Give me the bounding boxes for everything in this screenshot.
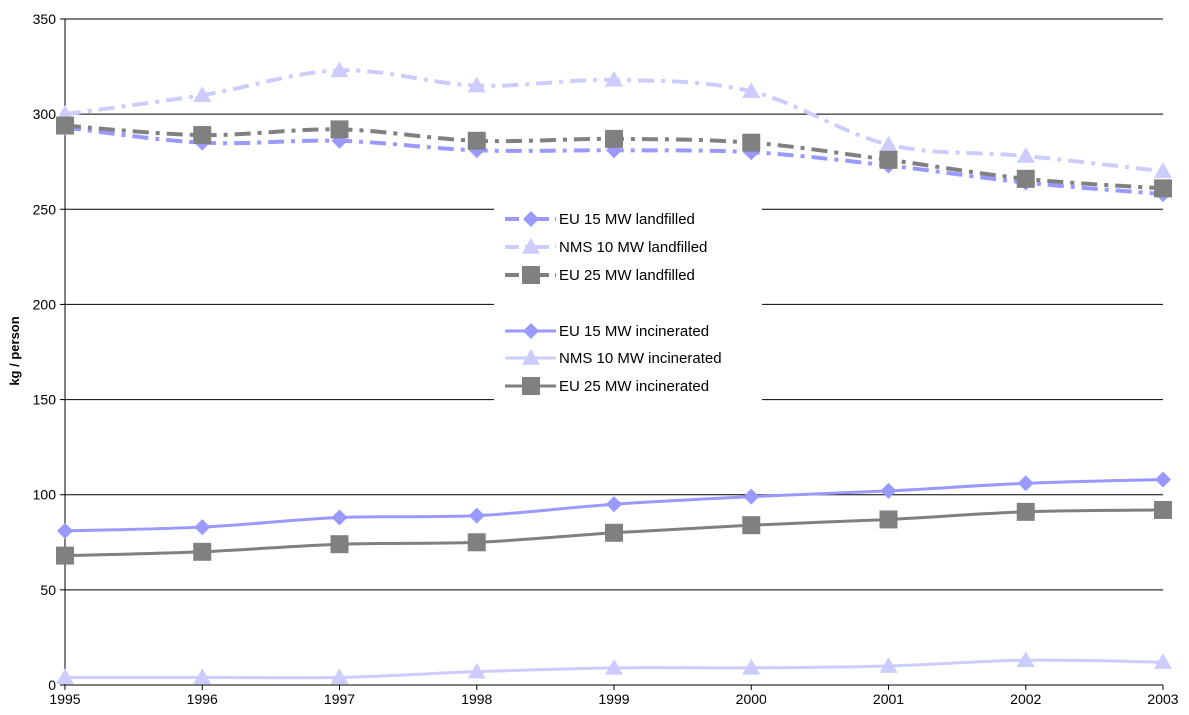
x-tick-label: 1997 — [324, 691, 355, 707]
y-tick-label: 250 — [33, 201, 57, 217]
data-point-eu-25-mw-incinerated — [193, 542, 212, 561]
legend-label: EU 25 MW landfilled — [559, 267, 695, 284]
x-tick-label: 1996 — [187, 691, 218, 707]
legend-item: EU 15 MW landfilled — [505, 211, 695, 228]
data-point-eu-25-mw-landfilled — [56, 116, 74, 135]
data-point-eu-15-mw-incinerated — [57, 522, 73, 539]
data-point-eu-25-mw-incinerated — [56, 546, 74, 565]
data-point-nms-10-mw-incinerated — [605, 658, 623, 675]
data-point-nms-10-mw-incinerated — [879, 656, 898, 673]
data-point-nms-10-mw-incinerated — [330, 668, 349, 685]
data-point-nms-10-mw-landfilled — [330, 61, 349, 78]
data-point-nms-10-mw-landfilled — [879, 135, 898, 152]
data-point-nms-10-mw-incinerated — [742, 658, 761, 675]
x-tick-label: 2002 — [1010, 691, 1041, 707]
legend-label: EU 15 MW incinerated — [559, 323, 709, 340]
legend-item: EU 15 MW incinerated — [505, 323, 709, 340]
data-point-eu-25-mw-landfilled — [1016, 169, 1035, 188]
legend-label: EU 25 MW incinerated — [559, 378, 709, 395]
legend-marker — [522, 238, 540, 254]
data-point-eu-15-mw-incinerated — [880, 482, 897, 499]
data-point-eu-25-mw-incinerated — [1154, 500, 1172, 519]
legend-marker — [522, 349, 540, 365]
data-point-nms-10-mw-incinerated — [1154, 653, 1172, 669]
data-point-nms-10-mw-landfilled — [1154, 162, 1172, 178]
y-tick-label: 100 — [33, 487, 57, 503]
data-point-nms-10-mw-landfilled — [193, 86, 212, 102]
data-point-nms-10-mw-landfilled — [605, 70, 623, 87]
data-point-eu-25-mw-landfilled — [605, 129, 623, 148]
legend-box — [494, 205, 762, 401]
series-markers — [56, 61, 1172, 685]
y-axis-title: kg / person — [7, 316, 22, 385]
y-tick-label: 150 — [33, 392, 57, 408]
legend-item: NMS 10 MW landfilled — [505, 238, 707, 256]
legend-marker — [523, 323, 539, 339]
legend-item: NMS 10 MW incinerated — [505, 349, 722, 367]
legend-label: EU 15 MW landfilled — [559, 211, 695, 228]
legend: EU 15 MW landfilled NMS 10 MW landfilled E… — [494, 205, 762, 401]
data-point-eu-25-mw-incinerated — [467, 533, 486, 552]
data-point-eu-15-mw-incinerated — [743, 488, 760, 505]
data-point-eu-25-mw-incinerated — [879, 510, 898, 529]
data-point-nms-10-mw-incinerated — [193, 668, 212, 685]
y-tick-label: 300 — [33, 106, 57, 122]
legend-label: NMS 10 MW landfilled — [559, 239, 707, 256]
x-tick-label: 1995 — [49, 691, 80, 707]
data-point-nms-10-mw-incinerated — [467, 662, 486, 679]
axes: 0 50 100 150 200 250 300 350 1995 1996 1997 1998 199… — [33, 11, 1179, 707]
x-tick-label: 2000 — [736, 691, 767, 707]
legend-label: NMS 10 MW incinerated — [559, 350, 722, 367]
legend-marker — [522, 266, 540, 284]
data-point-eu-15-mw-incinerated — [194, 519, 211, 536]
data-point-eu-25-mw-incinerated — [330, 535, 349, 554]
data-point-eu-25-mw-landfilled — [467, 131, 486, 150]
data-point-nms-10-mw-landfilled — [467, 76, 486, 93]
data-point-eu-15-mw-incinerated — [468, 507, 485, 524]
x-tick-label: 2001 — [873, 691, 904, 707]
legend-item: EU 25 MW landfilled — [505, 266, 695, 284]
y-tick-label: 350 — [33, 11, 57, 27]
data-point-eu-25-mw-incinerated — [605, 523, 623, 542]
data-point-nms-10-mw-landfilled — [1016, 147, 1035, 163]
legend-marker — [523, 211, 539, 227]
data-point-eu-15-mw-incinerated — [1155, 471, 1171, 488]
data-point-nms-10-mw-landfilled — [742, 82, 761, 99]
data-point-eu-15-mw-incinerated — [331, 509, 348, 526]
data-point-eu-25-mw-incinerated — [1016, 502, 1035, 521]
x-tick-label: 1998 — [461, 691, 492, 707]
data-point-eu-15-mw-incinerated — [606, 496, 622, 513]
data-point-nms-10-mw-incinerated — [56, 668, 74, 685]
data-point-nms-10-mw-incinerated — [1016, 651, 1035, 668]
data-point-eu-25-mw-incinerated — [742, 516, 761, 535]
y-tick-label: 0 — [48, 677, 56, 693]
data-point-eu-25-mw-landfilled — [742, 133, 761, 152]
data-point-eu-25-mw-landfilled — [193, 126, 212, 145]
x-tick-label: 2003 — [1147, 691, 1178, 707]
x-tick-label: 1999 — [598, 691, 629, 707]
y-tick-label: 200 — [33, 296, 57, 312]
y-tick-label: 50 — [40, 582, 56, 598]
data-point-eu-25-mw-landfilled — [330, 120, 349, 139]
data-point-eu-25-mw-landfilled — [879, 150, 898, 169]
data-point-eu-15-mw-incinerated — [1017, 475, 1034, 492]
data-point-eu-25-mw-landfilled — [1154, 179, 1172, 198]
legend-marker — [522, 377, 540, 395]
legend-item: EU 25 MW incinerated — [505, 377, 709, 395]
